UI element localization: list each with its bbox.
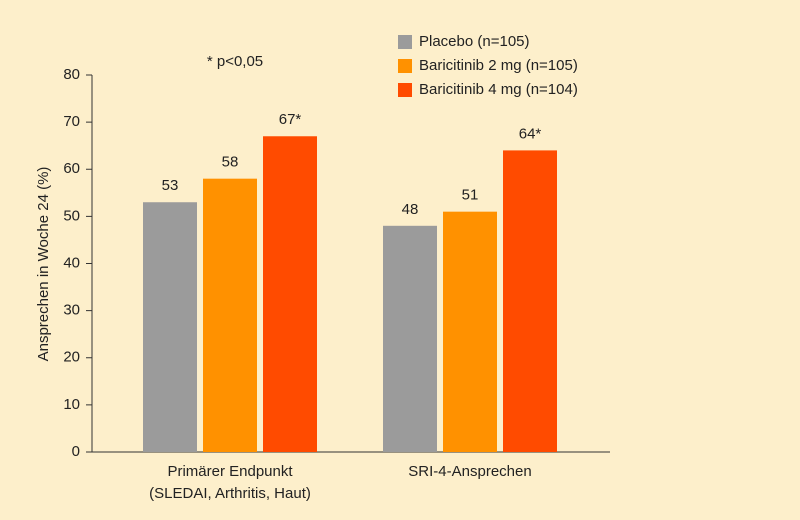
- legend-label: Placebo (n=105): [419, 33, 530, 50]
- bar: [203, 178, 257, 453]
- y-tick-label: 50: [63, 207, 80, 224]
- x-tick-label: SRI-4-Ansprechen: [408, 463, 531, 480]
- legend-label: Baricitinib 4 mg (n=104): [419, 81, 578, 98]
- y-tick-label: 80: [63, 66, 80, 83]
- legend-swatch: [398, 59, 412, 73]
- y-tick-label: 60: [63, 160, 80, 177]
- y-tick-label: 0: [72, 443, 80, 460]
- value-label: 58: [222, 154, 239, 171]
- legend-label: Baricitinib 2 mg (n=105): [419, 57, 578, 74]
- y-tick-label: 40: [63, 254, 80, 271]
- y-axis-label: Ansprechen in Woche 24 (%): [35, 167, 52, 362]
- bar: [263, 136, 317, 452]
- annotation: * p<0,05: [207, 53, 263, 70]
- bar: [443, 211, 497, 452]
- y-tick-label: 20: [63, 349, 80, 366]
- y-tick-label: 70: [63, 113, 80, 130]
- y-tick-label: 30: [63, 302, 80, 319]
- bar: [143, 202, 197, 452]
- legend-swatch: [398, 83, 412, 97]
- value-label: 67*: [279, 111, 302, 128]
- x-tick-label: Primärer Endpunkt: [167, 463, 293, 480]
- bar: [383, 225, 437, 452]
- legend-swatch: [398, 35, 412, 49]
- value-label: 48: [402, 201, 419, 218]
- value-label: 53: [162, 177, 179, 194]
- x-tick-label: (SLEDAI, Arthritis, Haut): [149, 485, 311, 502]
- value-label: 51: [462, 187, 479, 204]
- y-tick-label: 10: [63, 396, 80, 413]
- value-label: 64*: [519, 125, 542, 142]
- bar: [503, 150, 557, 452]
